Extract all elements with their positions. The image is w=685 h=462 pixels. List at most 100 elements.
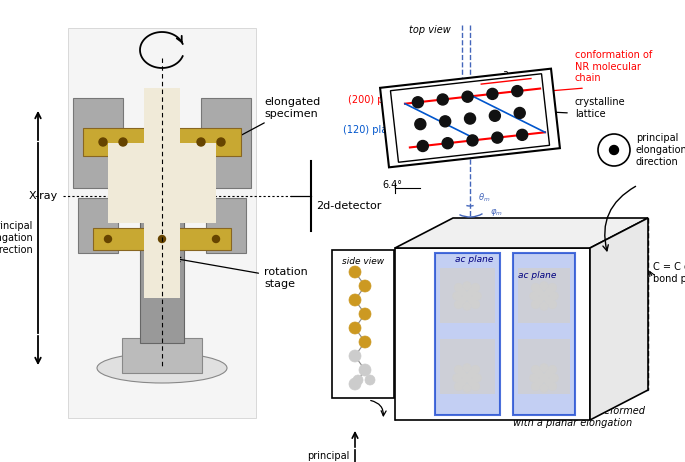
Polygon shape (590, 218, 648, 420)
Circle shape (359, 364, 371, 376)
Text: C = C double
bond plane: C = C double bond plane (399, 261, 463, 283)
Text: $\theta_m$: $\theta_m$ (478, 191, 490, 203)
Text: $\varphi_m$: $\varphi_m$ (490, 207, 503, 218)
Circle shape (105, 236, 112, 243)
Circle shape (349, 294, 361, 306)
Circle shape (514, 108, 525, 118)
Circle shape (545, 370, 553, 378)
Circle shape (359, 280, 371, 292)
Circle shape (473, 292, 482, 300)
Ellipse shape (97, 353, 227, 383)
Circle shape (473, 374, 482, 382)
FancyArrowPatch shape (403, 279, 421, 288)
Polygon shape (380, 69, 560, 167)
Circle shape (471, 283, 480, 292)
Text: 2d-detector: 2d-detector (316, 201, 382, 211)
FancyBboxPatch shape (78, 198, 118, 253)
Circle shape (548, 365, 557, 374)
Circle shape (535, 287, 543, 296)
Circle shape (548, 300, 557, 309)
Circle shape (212, 236, 219, 243)
Circle shape (463, 281, 471, 290)
Circle shape (540, 302, 548, 310)
Text: principal
elongation
direction: principal elongation direction (298, 451, 350, 462)
Circle shape (545, 296, 553, 304)
FancyBboxPatch shape (73, 98, 123, 188)
Text: b: b (397, 121, 403, 131)
Text: crystalline
lattice: crystalline lattice (575, 97, 625, 119)
Circle shape (99, 138, 107, 146)
Text: X-ray: X-ray (29, 191, 58, 201)
Text: conformation of
NR molecular
chain: conformation of NR molecular chain (575, 50, 652, 83)
Circle shape (415, 119, 426, 130)
Circle shape (463, 292, 471, 300)
Circle shape (458, 296, 466, 304)
Circle shape (454, 382, 463, 391)
Text: principal
elongation
direction: principal elongation direction (0, 221, 33, 255)
FancyBboxPatch shape (68, 28, 256, 418)
Circle shape (540, 281, 548, 290)
Circle shape (540, 384, 548, 392)
Circle shape (463, 374, 471, 382)
Circle shape (550, 374, 558, 382)
Circle shape (440, 116, 451, 127)
Circle shape (540, 364, 548, 372)
Circle shape (454, 365, 463, 374)
FancyBboxPatch shape (440, 339, 495, 394)
Circle shape (471, 365, 480, 374)
Circle shape (610, 146, 619, 154)
Circle shape (119, 138, 127, 146)
Circle shape (158, 236, 166, 243)
Circle shape (468, 296, 476, 304)
Circle shape (359, 336, 371, 348)
FancyArrowPatch shape (650, 272, 653, 277)
Circle shape (548, 283, 557, 292)
Circle shape (467, 135, 478, 146)
FancyBboxPatch shape (122, 338, 202, 373)
Circle shape (545, 287, 553, 296)
Circle shape (453, 292, 461, 300)
Circle shape (349, 322, 361, 334)
Text: C = C double
bond plane: C = C double bond plane (653, 262, 685, 284)
Circle shape (540, 374, 548, 382)
FancyBboxPatch shape (108, 143, 216, 223)
FancyArrowPatch shape (398, 99, 406, 104)
Circle shape (530, 374, 538, 382)
Circle shape (471, 300, 480, 309)
Text: sheet NR specimen deformed
with a planar elongation: sheet NR specimen deformed with a planar… (501, 406, 645, 428)
FancyBboxPatch shape (440, 268, 495, 323)
FancyArrowPatch shape (603, 186, 636, 251)
Circle shape (540, 292, 548, 300)
Circle shape (454, 300, 463, 309)
Circle shape (458, 287, 466, 296)
Circle shape (598, 134, 630, 166)
Text: X-ray: X-ray (454, 242, 486, 252)
Polygon shape (395, 218, 648, 248)
Circle shape (535, 296, 543, 304)
Circle shape (512, 85, 523, 97)
Text: elongated
specimen: elongated specimen (225, 97, 321, 144)
FancyBboxPatch shape (83, 128, 241, 156)
FancyBboxPatch shape (332, 250, 394, 398)
Text: ac plane: ac plane (455, 255, 493, 265)
Circle shape (548, 382, 557, 391)
Circle shape (442, 138, 453, 149)
Circle shape (535, 378, 543, 387)
Circle shape (545, 378, 553, 387)
Circle shape (353, 375, 363, 385)
Circle shape (412, 97, 423, 108)
Circle shape (349, 378, 361, 390)
Circle shape (217, 138, 225, 146)
Circle shape (471, 382, 480, 391)
Circle shape (468, 370, 476, 378)
Circle shape (458, 378, 466, 387)
Circle shape (458, 370, 466, 378)
Circle shape (437, 94, 448, 105)
Text: (200) plane: (200) plane (348, 95, 405, 105)
Circle shape (417, 140, 428, 152)
Circle shape (516, 129, 527, 140)
Circle shape (365, 375, 375, 385)
Circle shape (463, 384, 471, 392)
Circle shape (453, 374, 461, 382)
Text: rotation
stage: rotation stage (176, 257, 308, 289)
